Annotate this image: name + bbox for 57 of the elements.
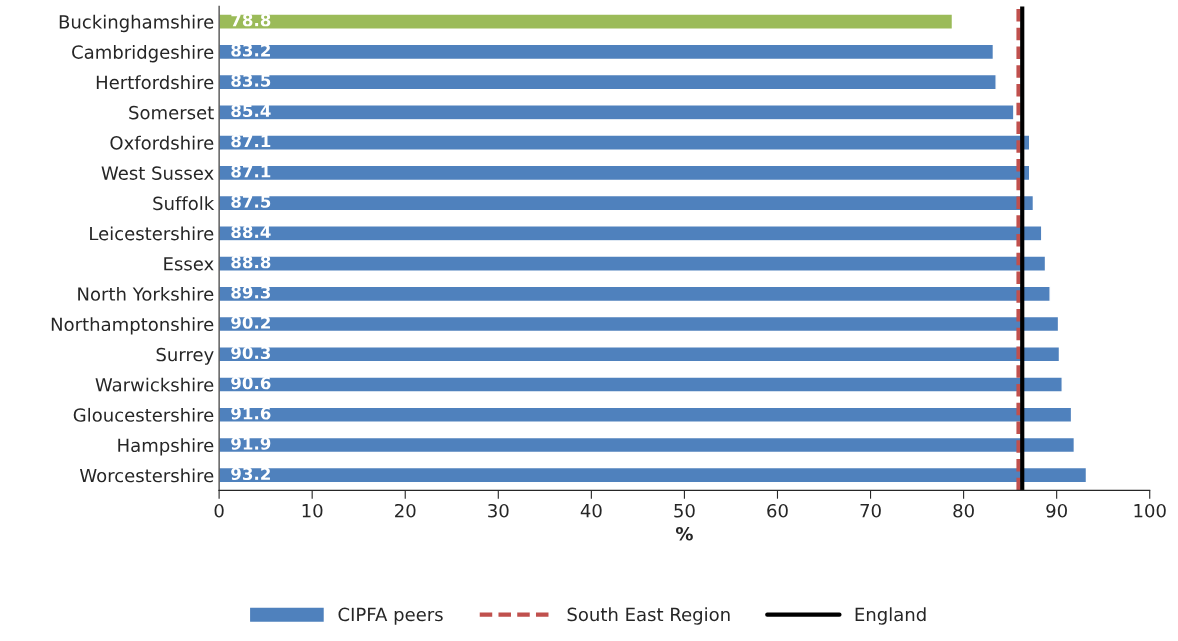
bar xyxy=(219,255,1047,272)
bar xyxy=(219,104,1015,121)
data-label: 91.9 xyxy=(231,437,271,450)
y-tick-label: Cambridgeshire xyxy=(72,44,214,63)
bar xyxy=(219,376,1063,393)
x-tick-label: 0 xyxy=(214,503,224,518)
bar xyxy=(219,134,1031,151)
data-label: 90.2 xyxy=(231,316,270,329)
legend-label: England xyxy=(855,607,926,625)
data-label: 88.8 xyxy=(231,255,271,269)
y-tick-label: Northamptonshire xyxy=(51,317,214,335)
y-tick-label: Essex xyxy=(164,257,214,271)
bar xyxy=(219,285,1051,303)
y-tick-label: Oxfordshire xyxy=(110,135,214,150)
x-tick-label: 40 xyxy=(580,503,602,518)
bar xyxy=(219,406,1073,424)
y-tick-label: Leicestershire xyxy=(90,226,214,241)
y-tick-label: Suffolk xyxy=(153,196,215,211)
x-axis-title: % xyxy=(675,526,693,541)
y-tick-label: Surrey xyxy=(156,347,214,365)
bar xyxy=(219,43,995,61)
data-label: 90.6 xyxy=(231,376,271,390)
bar xyxy=(219,225,1043,242)
y-tick-label: North Yorkshire xyxy=(78,286,214,301)
x-tick-label: 60 xyxy=(767,503,788,518)
x-tick-label: 90 xyxy=(1046,503,1067,518)
y-tick-label: West Sussex xyxy=(101,166,214,180)
data-label: 93.2 xyxy=(231,467,270,481)
y-tick-label: Gloucestershire xyxy=(73,407,214,422)
bar xyxy=(219,73,997,91)
x-tick-label: 10 xyxy=(302,503,323,518)
x-tick-label: 70 xyxy=(860,503,881,518)
y-tick-label: Somerset xyxy=(129,105,214,120)
x-tick-label: 80 xyxy=(953,503,974,518)
data-label: 90.3 xyxy=(231,346,271,360)
x-tick-label: 50 xyxy=(674,503,695,518)
legend-label: South East Region xyxy=(567,607,730,625)
x-tick-label: 20 xyxy=(395,503,416,518)
y-tick-label: Buckinghamshire xyxy=(59,14,214,33)
data-label: 85.4 xyxy=(231,104,271,118)
y-tick-label: Hertfordshire xyxy=(96,75,214,90)
data-label: 78.8 xyxy=(231,13,271,27)
y-tick-label: Warwickshire xyxy=(95,377,214,392)
data-label: 87.1 xyxy=(231,134,271,148)
y-tick-label: Hampshire xyxy=(118,438,214,456)
x-tick-label: 30 xyxy=(488,503,509,518)
bar xyxy=(219,13,954,30)
bar xyxy=(219,466,1088,484)
data-label: 88.4 xyxy=(231,225,271,239)
bar xyxy=(219,345,1061,363)
bar xyxy=(219,436,1076,454)
bar xyxy=(219,315,1060,333)
bar xyxy=(219,194,1035,212)
y-tick-label: Worcestershire xyxy=(79,468,214,483)
x-tick-label: 100 xyxy=(1134,503,1166,518)
bar xyxy=(219,164,1031,182)
legend-label: CIPFA peers xyxy=(338,607,443,625)
